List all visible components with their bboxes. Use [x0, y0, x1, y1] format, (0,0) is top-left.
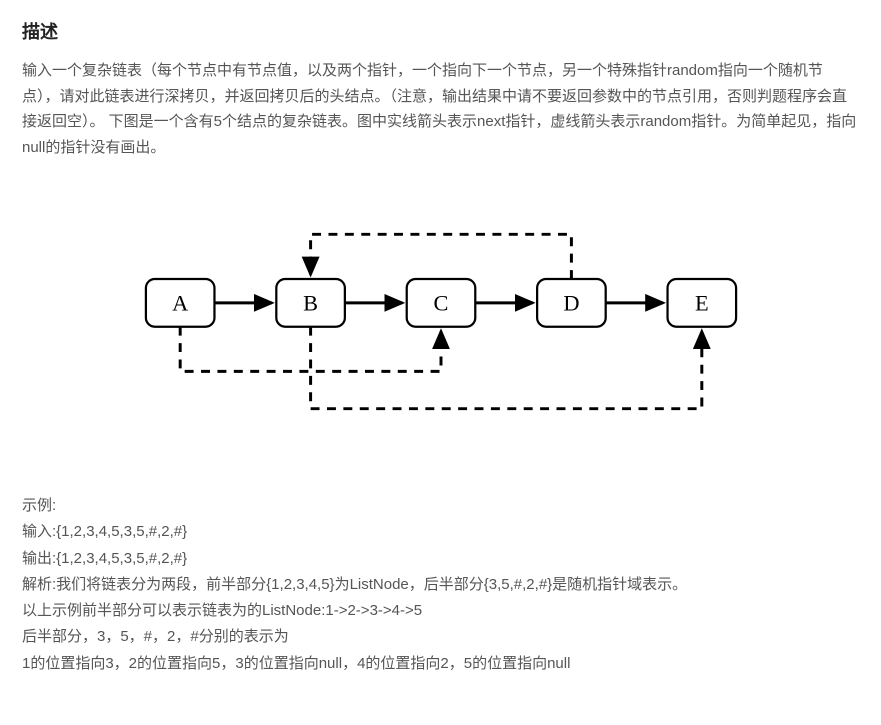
svg-text:D: D	[563, 290, 579, 315]
example-line: 后半部分，3，5，#，2，#分别的表示为	[22, 624, 859, 650]
node-B: B	[276, 279, 345, 327]
node-C: C	[406, 279, 475, 327]
example-line: 解析:我们将链表分为两段，前半部分{1,2,3,4,5}为ListNode，后半…	[22, 572, 859, 598]
example-block: 示例: 输入:{1,2,3,4,5,3,5,#,2,#}输出:{1,2,3,4,…	[22, 493, 859, 677]
linked-list-diagram: A B C D E	[22, 170, 859, 475]
node-D: D	[537, 279, 606, 327]
node-E: E	[667, 279, 736, 327]
example-line: 输出:{1,2,3,4,5,3,5,#,2,#}	[22, 546, 859, 572]
example-line: 以上示例前半部分可以表示链表为的ListNode:1->2->3->4->5	[22, 598, 859, 624]
node-A: A	[145, 279, 214, 327]
example-line: 1的位置指向3，2的位置指向5，3的位置指向null，4的位置指向2，5的位置指…	[22, 651, 859, 677]
svg-text:C: C	[433, 290, 448, 315]
problem-description: 输入一个复杂链表（每个节点中有节点值，以及两个指针，一个指向下一个节点，另一个特…	[22, 58, 859, 160]
random-edge	[310, 234, 571, 279]
random-edge	[310, 327, 701, 409]
diagram-svg: A B C D E	[131, 170, 751, 470]
svg-text:B: B	[303, 290, 318, 315]
svg-text:A: A	[172, 290, 188, 315]
example-heading: 示例:	[22, 493, 859, 519]
svg-text:E: E	[694, 290, 708, 315]
section-title: 描述	[22, 18, 859, 44]
example-line: 输入:{1,2,3,4,5,3,5,#,2,#}	[22, 519, 859, 545]
